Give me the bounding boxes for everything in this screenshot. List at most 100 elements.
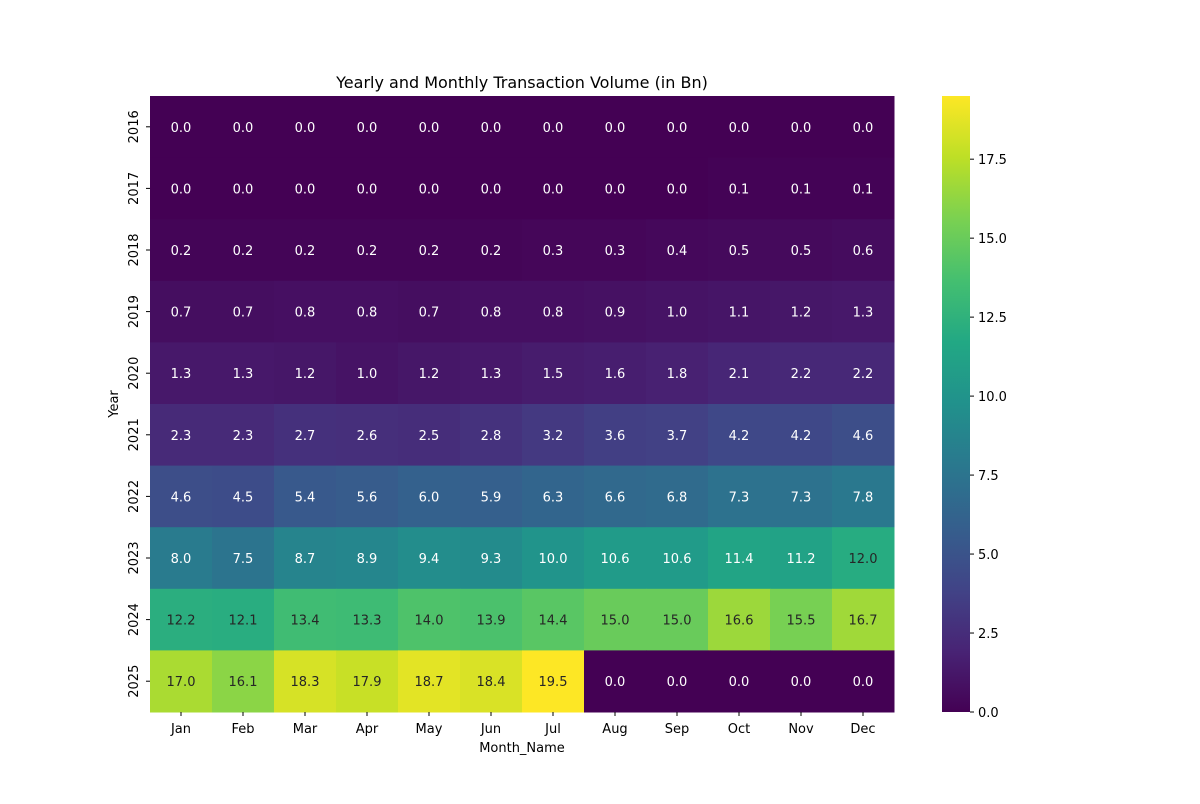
heatmap-cell-2016-Dec [832, 96, 895, 159]
cell-value-label: 7.3 [791, 490, 812, 505]
heatmap-cell-2024-Oct [708, 588, 771, 651]
y-axis: 2016 2017 2018 2019 2020 2021 2022 2023 2024 2025 [127, 110, 150, 698]
cell-value-label: 8.0 [171, 552, 192, 567]
heatmap-cell-2023-Aug [584, 527, 647, 590]
heatmap-cell-2019-May [398, 280, 461, 343]
heatmap-cell-2019-Dec [832, 280, 895, 343]
heatmap-cell-2021-Nov [770, 404, 833, 467]
x-tick-label: Mar [293, 722, 318, 737]
heatmap-cell-2016-Mar [274, 96, 337, 159]
cell-value-label: 2.7 [295, 429, 316, 444]
heatmap-cell-2016-Oct [708, 96, 771, 159]
heatmap-cell-2018-May [398, 219, 461, 282]
cell-value-label: 0.0 [729, 675, 750, 690]
x-tick-label: Nov [788, 722, 814, 737]
heatmap-cell-2020-Aug [584, 342, 647, 405]
cell-value-label: 0.0 [667, 675, 688, 690]
y-tick-label: 2016 [127, 110, 142, 143]
cell-value-label: 1.0 [667, 306, 688, 321]
cell-value-label: 13.9 [477, 614, 506, 629]
heatmap-cell-2025-Mar [274, 650, 337, 713]
heatmap-cell-2023-Nov [770, 527, 833, 590]
cell-value-label: 0.0 [543, 182, 564, 197]
heatmap-cell-2019-Jul [522, 280, 585, 343]
cell-value-label: 2.5 [419, 429, 440, 444]
y-axis-label: Year [107, 390, 122, 419]
heatmap-cell-2018-Apr [336, 219, 399, 282]
cell-value-label: 0.4 [667, 244, 688, 259]
heatmap-cell-2020-Nov [770, 342, 833, 405]
heatmap-cell-2018-Aug [584, 219, 647, 282]
cell-value-label: 12.0 [849, 552, 878, 567]
x-tick-label: Apr [356, 722, 379, 737]
cell-value-label: 7.5 [233, 552, 254, 567]
cell-value-label: 0.0 [605, 182, 626, 197]
heatmap-cell-2023-Feb [212, 527, 275, 590]
heatmap-cell-2020-May [398, 342, 461, 405]
heatmap-cell-2025-Sep [646, 650, 709, 713]
cell-value-label: 1.2 [419, 367, 440, 382]
cell-value-label: 0.6 [853, 244, 874, 259]
heatmap-cell-2019-Aug [584, 280, 647, 343]
cell-value-label: 0.0 [605, 675, 626, 690]
cell-value-label: 0.5 [729, 244, 750, 259]
cell-value-label: 4.5 [233, 490, 254, 505]
heatmap-cell-2024-Feb [212, 588, 275, 651]
colorbar-tick-label: 5.0 [978, 548, 999, 563]
heatmap-cell-2018-Oct [708, 219, 771, 282]
colorbar-tick-label: 17.5 [978, 153, 1007, 168]
cell-value-label: 0.0 [543, 121, 564, 136]
cell-value-label: 18.3 [291, 675, 320, 690]
cell-value-label: 5.4 [295, 490, 316, 505]
x-axis: Jan Feb Mar Apr May Jun Jul Aug Sep Oct Nov Dec [170, 712, 876, 737]
cell-value-label: 2.2 [791, 367, 812, 382]
heatmap-cell-2025-Apr [336, 650, 399, 713]
cell-value-label: 0.0 [171, 121, 192, 136]
cell-value-label: 0.8 [543, 306, 564, 321]
cell-value-label: 18.7 [415, 675, 444, 690]
cell-value-label: 15.0 [601, 614, 630, 629]
cell-value-label: 7.3 [729, 490, 750, 505]
heatmap-cell-2023-Jul [522, 527, 585, 590]
y-tick-label: 2018 [127, 233, 142, 266]
cell-value-label: 8.9 [357, 552, 378, 567]
heatmap-cell-2021-May [398, 404, 461, 467]
cell-value-label: 1.3 [233, 367, 254, 382]
cell-value-label: 11.2 [787, 552, 816, 567]
cell-value-label: 0.9 [605, 306, 626, 321]
cell-value-label: 0.2 [233, 244, 254, 259]
cell-value-label: 0.0 [233, 182, 254, 197]
x-tick-label: Jun [480, 722, 501, 737]
heatmap-cell-2022-Mar [274, 465, 337, 528]
cell-value-label: 0.3 [543, 244, 564, 259]
cell-value-label: 0.8 [481, 306, 502, 321]
cell-value-label: 2.2 [853, 367, 874, 382]
cell-value-label: 14.0 [415, 614, 444, 629]
heatmap-cell-2020-Mar [274, 342, 337, 405]
cell-value-label: 8.7 [295, 552, 316, 567]
heatmap-cell-2016-Jul [522, 96, 585, 159]
cell-value-label: 16.7 [849, 614, 878, 629]
cell-value-label: 0.0 [481, 182, 502, 197]
heatmap-cell-2020-Dec [832, 342, 895, 405]
y-tick-label: 2021 [127, 418, 142, 451]
heatmap-cell-2023-Mar [274, 527, 337, 590]
heatmap-cell-2020-Sep [646, 342, 709, 405]
cell-value-label: 4.6 [853, 429, 874, 444]
heatmap-cell-2021-Aug [584, 404, 647, 467]
y-tick-label: 2023 [127, 541, 142, 574]
chart-title: Yearly and Monthly Transaction Volume (i… [335, 73, 708, 92]
cell-value-label: 2.8 [481, 429, 502, 444]
cell-value-label: 0.0 [481, 121, 502, 136]
heatmap-cells [150, 96, 895, 713]
heatmap-cell-2019-Mar [274, 280, 337, 343]
cell-value-label: 1.0 [357, 367, 378, 382]
cell-value-label: 0.0 [171, 182, 192, 197]
heatmap-cell-2019-Jun [460, 280, 523, 343]
y-tick-label: 2025 [127, 665, 142, 698]
cell-value-label: 10.6 [663, 552, 692, 567]
cell-value-label: 6.6 [605, 490, 626, 505]
heatmap-cell-2024-Sep [646, 588, 709, 651]
